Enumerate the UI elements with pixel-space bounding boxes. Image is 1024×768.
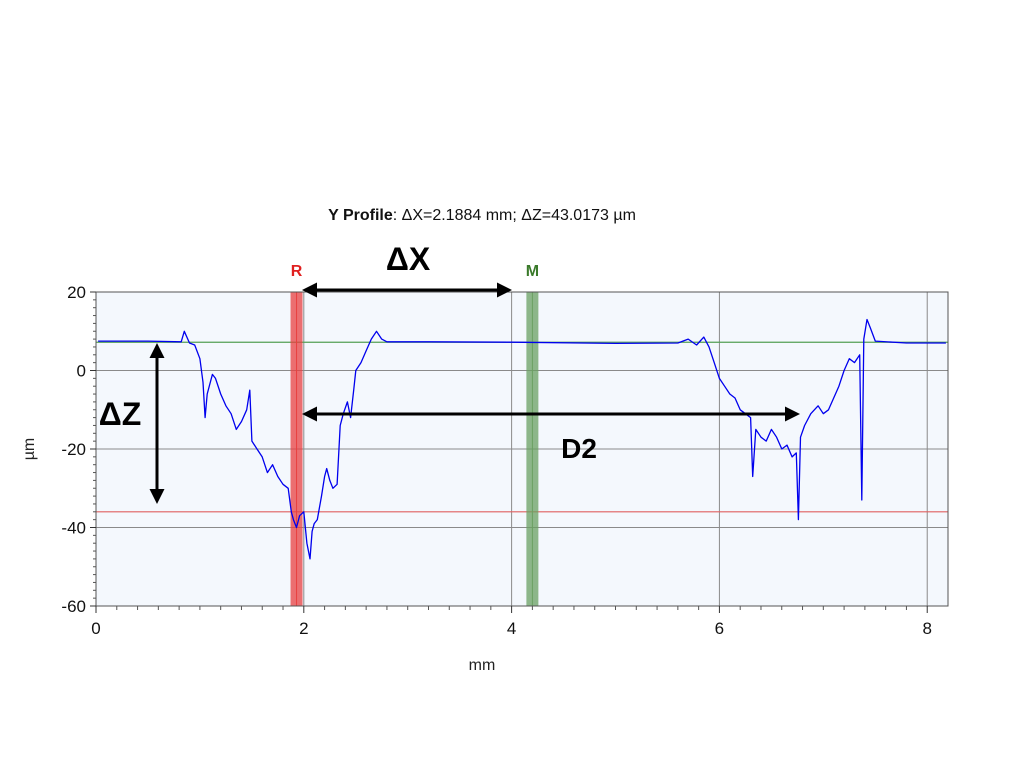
series-group bbox=[98, 318, 946, 560]
chart-title-bold: Y Profile bbox=[328, 207, 393, 224]
chart-title: Y Profile: ΔX=2.1884 mm; ΔZ=43.0173 µm bbox=[328, 207, 636, 224]
y-tick-label: -60 bbox=[61, 597, 86, 616]
y-tick-label: -40 bbox=[61, 519, 86, 538]
y-axis-label: µm bbox=[21, 438, 38, 461]
series-line bbox=[98, 318, 946, 560]
x-tick-label: 2 bbox=[299, 619, 308, 638]
dx-annotation: ΔX bbox=[386, 241, 431, 277]
x-axis-label: mm bbox=[469, 657, 496, 674]
x-tick-label: 6 bbox=[715, 619, 724, 638]
d2-annotation: D2 bbox=[561, 433, 597, 464]
x-tick-label: 8 bbox=[922, 619, 931, 638]
dz-annotation: ΔZ bbox=[99, 396, 142, 432]
chart-title-rest: : ΔX=2.1884 mm; ΔZ=43.0173 µm bbox=[393, 207, 636, 224]
y-axis-ticks: 20 0 -20 -40 -60 bbox=[61, 283, 96, 616]
x-tick-label: 0 bbox=[91, 619, 100, 638]
y-tick-label: -20 bbox=[61, 440, 86, 459]
y-tick-label: 0 bbox=[77, 362, 86, 381]
cursor-label-r: R bbox=[291, 263, 303, 280]
x-axis-ticks: 0 2 4 6 8 bbox=[91, 606, 932, 638]
x-tick-label: 4 bbox=[507, 619, 516, 638]
cursor-label-m: M bbox=[526, 263, 539, 280]
y-tick-label: 20 bbox=[67, 283, 86, 302]
